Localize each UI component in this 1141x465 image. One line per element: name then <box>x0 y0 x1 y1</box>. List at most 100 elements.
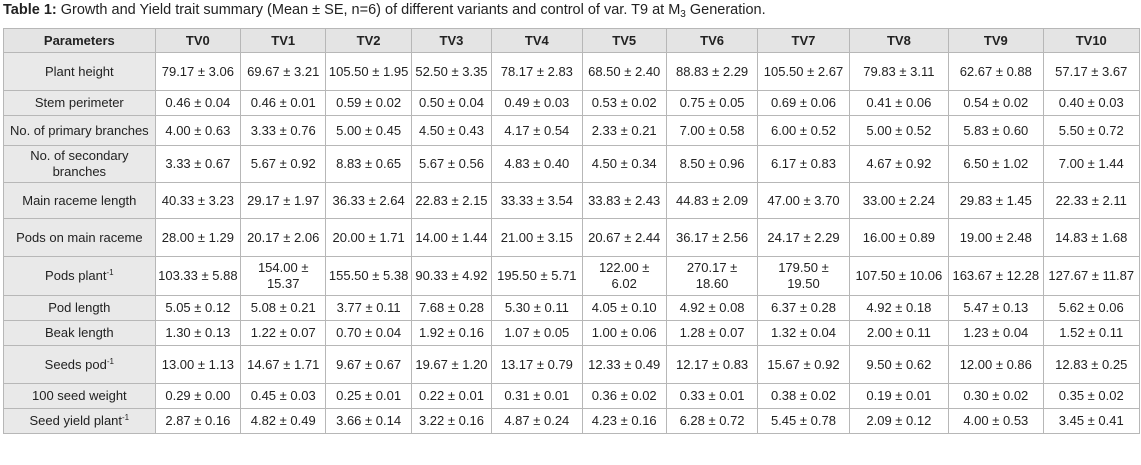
value-cell: 270.17 ± 18.60 <box>665 256 759 296</box>
value-cell: 12.00 ± 0.86 <box>948 345 1044 384</box>
value-cell: 36.33 ± 2.64 <box>325 182 412 219</box>
value-cell: 4.82 ± 0.49 <box>240 408 327 434</box>
value-cell: 79.83 ± 3.11 <box>848 52 950 91</box>
value-cell: 36.17 ± 2.56 <box>665 218 759 257</box>
value-cell: 0.29 ± 0.00 <box>154 383 242 409</box>
value-cell: 163.67 ± 12.28 <box>948 256 1044 296</box>
parameter-label: Pods plant <box>45 268 107 283</box>
parameter-cell: Pods on main raceme <box>3 218 156 257</box>
value-cell: 4.50 ± 0.43 <box>410 115 493 146</box>
value-cell: 78.17 ± 2.83 <box>491 52 583 91</box>
value-cell: 62.67 ± 0.88 <box>948 52 1044 91</box>
value-cell: 3.77 ± 0.11 <box>325 295 412 321</box>
value-cell: 0.22 ± 0.01 <box>410 383 493 409</box>
value-cell: 5.00 ± 0.45 <box>325 115 412 146</box>
value-cell: 12.33 ± 0.49 <box>581 345 667 384</box>
parameter-cell: Pod length <box>3 295 156 321</box>
parameter-label: No. of secondary branches <box>30 148 129 179</box>
value-cell: 0.59 ± 0.02 <box>325 90 412 116</box>
value-cell: 47.00 ± 3.70 <box>757 182 850 219</box>
table-row: 100 seed weight 0.29 ± 0.00 0.45 ± 0.03 0.2… <box>3 383 1140 409</box>
table-body: Plant height 79.17 ± 3.06 69.67 ± 3.21 105.… <box>3 52 1140 434</box>
value-cell: 3.33 ± 0.76 <box>240 115 327 146</box>
value-cell: 7.00 ± 0.58 <box>665 115 759 146</box>
table-caption: Table 1: Growth and Yield trait summary … <box>3 1 766 20</box>
caption-label: Table 1: <box>3 2 57 18</box>
value-cell: 33.83 ± 2.43 <box>581 182 667 219</box>
value-cell: 0.30 ± 0.02 <box>948 383 1044 409</box>
parameter-label: 100 seed weight <box>31 388 127 403</box>
parameter-unit-superscript: -1 <box>122 413 130 422</box>
value-cell: 5.83 ± 0.60 <box>948 115 1044 146</box>
value-cell: 19.67 ± 1.20 <box>410 345 493 384</box>
parameter-label: Beak length <box>44 325 114 340</box>
table-row: Pod length 5.05 ± 0.12 5.08 ± 0.21 3.77 ± 0… <box>3 295 1140 321</box>
value-cell: 12.83 ± 0.25 <box>1042 345 1140 384</box>
value-cell: 0.19 ± 0.01 <box>848 383 950 409</box>
parameter-cell: Pods plant-1 <box>3 256 156 296</box>
table-row: Stem perimeter 0.46 ± 0.04 0.46 ± 0.01 0.59… <box>3 90 1140 116</box>
value-cell: 0.33 ± 0.01 <box>665 383 759 409</box>
value-cell: 0.46 ± 0.01 <box>240 90 327 116</box>
value-cell: 4.00 ± 0.53 <box>948 408 1044 434</box>
column-header-tv6: TV6 <box>665 28 759 53</box>
value-cell: 155.50 ± 5.38 <box>325 256 412 296</box>
value-cell: 4.87 ± 0.24 <box>491 408 583 434</box>
value-cell: 0.31 ± 0.01 <box>491 383 583 409</box>
parameter-label: Pods on main raceme <box>16 229 143 245</box>
value-cell: 79.17 ± 3.06 <box>154 52 242 91</box>
value-cell: 103.33 ± 5.88 <box>154 256 242 296</box>
parameter-label: Main raceme length <box>22 192 137 208</box>
value-cell: 13.00 ± 1.13 <box>154 345 242 384</box>
value-cell: 1.32 ± 0.04 <box>757 320 850 346</box>
parameter-cell: Seeds pod-1 <box>3 345 156 384</box>
value-cell: 6.17 ± 0.83 <box>757 145 850 183</box>
table-row: No. of primary branches 4.00 ± 0.63 3.33 ±… <box>3 115 1140 146</box>
value-cell: 16.00 ± 0.89 <box>848 218 950 257</box>
value-cell: 2.33 ± 0.21 <box>581 115 667 146</box>
column-header-parameters: Parameters <box>3 28 156 53</box>
parameter-cell: Seed yield plant-1 <box>3 408 156 434</box>
value-cell: 40.33 ± 3.23 <box>154 182 242 219</box>
value-cell: 0.25 ± 0.01 <box>325 383 412 409</box>
value-cell: 20.67 ± 2.44 <box>581 218 667 257</box>
value-cell: 122.00 ± 6.02 <box>581 256 667 296</box>
value-cell: 6.00 ± 0.52 <box>757 115 850 146</box>
value-cell: 154.00 ± 15.37 <box>240 256 327 296</box>
parameter-cell: 100 seed weight <box>3 383 156 409</box>
value-cell: 0.38 ± 0.02 <box>757 383 850 409</box>
value-cell: 4.83 ± 0.40 <box>491 145 583 183</box>
value-cell: 5.67 ± 0.56 <box>410 145 493 183</box>
value-cell: 0.70 ± 0.04 <box>325 320 412 346</box>
value-cell: 0.54 ± 0.02 <box>948 90 1044 116</box>
value-cell: 4.17 ± 0.54 <box>491 115 583 146</box>
value-cell: 0.41 ± 0.06 <box>848 90 950 116</box>
parameter-cell: No. of secondary branches <box>3 145 156 183</box>
value-cell: 1.30 ± 0.13 <box>154 320 242 346</box>
value-cell: 4.92 ± 0.18 <box>848 295 950 321</box>
parameter-label: Seeds pod <box>44 356 107 372</box>
value-cell: 0.49 ± 0.03 <box>491 90 583 116</box>
value-cell: 127.67 ± 11.87 <box>1042 256 1140 296</box>
value-cell: 5.05 ± 0.12 <box>154 295 242 321</box>
value-cell: 14.83 ± 1.68 <box>1042 218 1140 257</box>
parameter-label: Seed yield plant <box>29 413 123 428</box>
value-cell: 3.22 ± 0.16 <box>410 408 493 434</box>
value-cell: 5.45 ± 0.78 <box>757 408 850 434</box>
value-cell: 6.50 ± 1.02 <box>948 145 1044 183</box>
value-cell: 20.17 ± 2.06 <box>240 218 327 257</box>
value-cell: 4.05 ± 0.10 <box>581 295 667 321</box>
value-cell: 8.83 ± 0.65 <box>325 145 412 183</box>
table-row: Seed yield plant-1 2.87 ± 0.16 4.82 ± 0.49… <box>3 408 1140 434</box>
value-cell: 28.00 ± 1.29 <box>154 218 242 257</box>
column-header-tv9: TV9 <box>948 28 1044 53</box>
value-cell: 14.67 ± 1.71 <box>240 345 327 384</box>
value-cell: 24.17 ± 2.29 <box>757 218 850 257</box>
column-header-tv8: TV8 <box>848 28 950 53</box>
value-cell: 90.33 ± 4.92 <box>410 256 493 296</box>
table-row: No. of secondary branches 3.33 ± 0.67 5.67… <box>3 145 1140 183</box>
value-cell: 0.46 ± 0.04 <box>154 90 242 116</box>
parameter-unit-superscript: -1 <box>106 268 114 277</box>
value-cell: 0.36 ± 0.02 <box>581 383 667 409</box>
column-header-tv2: TV2 <box>325 28 412 53</box>
